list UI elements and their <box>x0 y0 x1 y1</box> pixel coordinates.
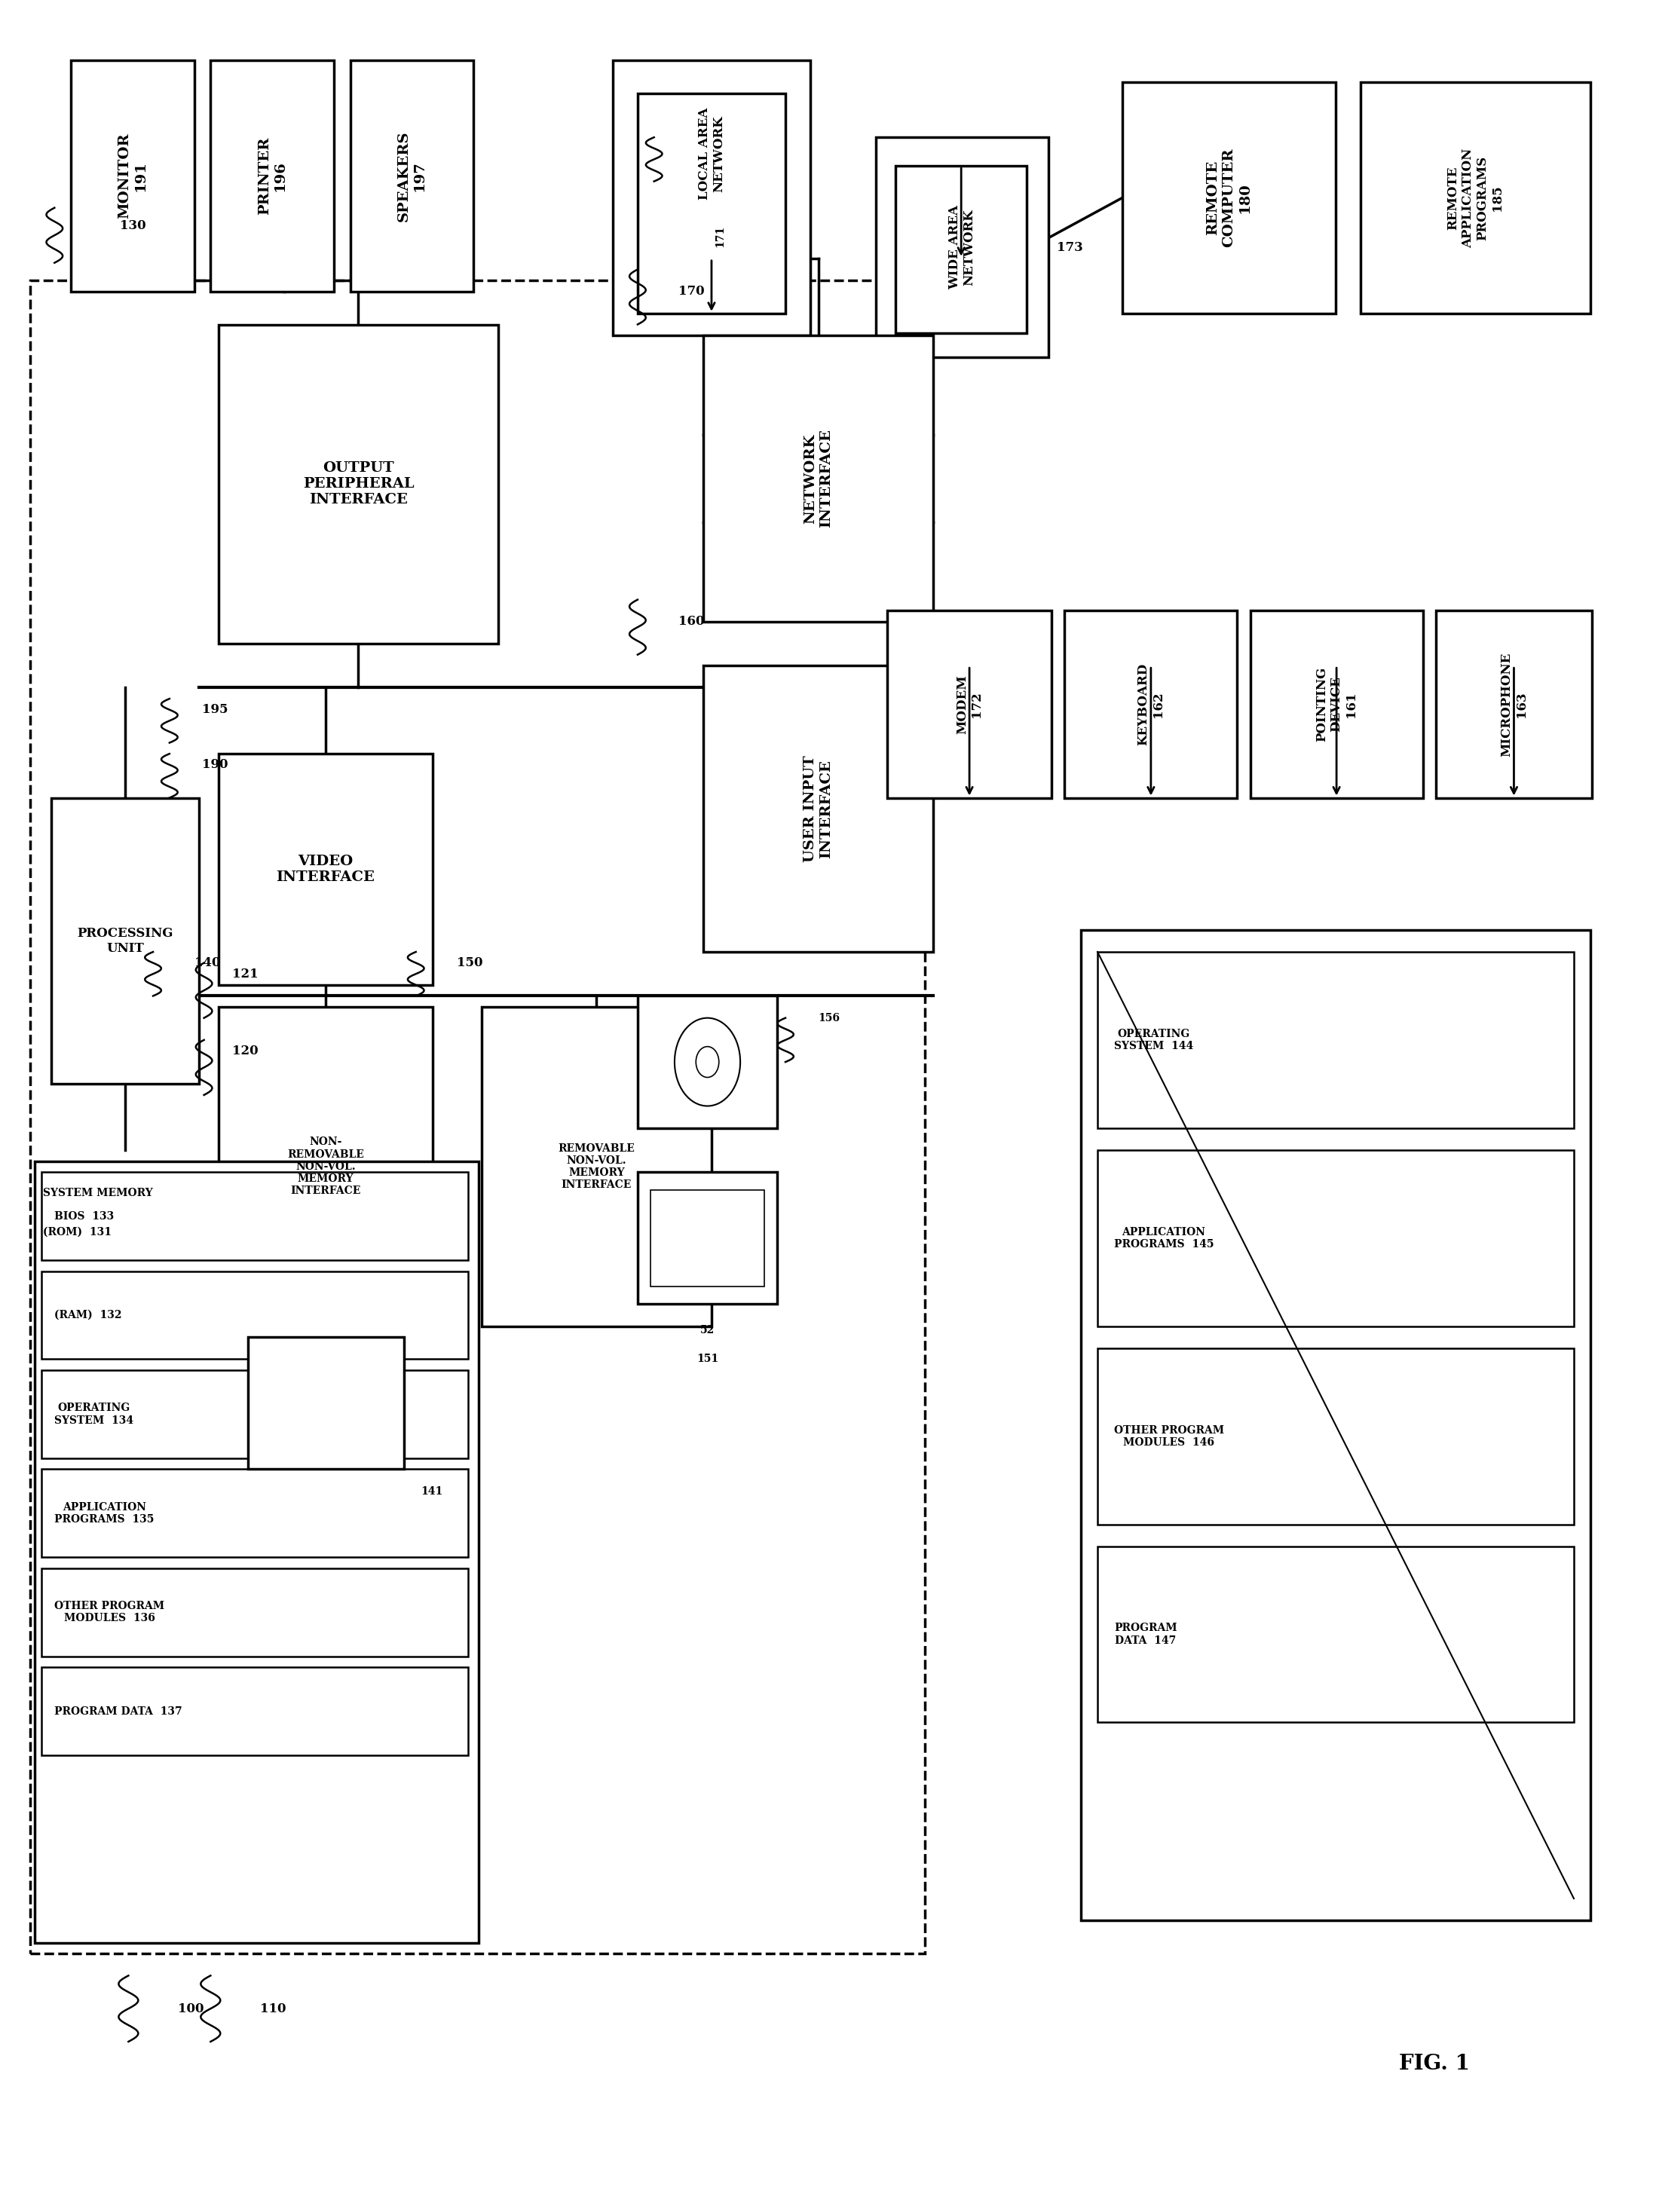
Bar <box>248 1338 405 1469</box>
Text: KEYBOARD
162: KEYBOARD 162 <box>1137 664 1165 745</box>
Text: 120: 120 <box>231 1044 258 1057</box>
Text: APPLICATION
PROGRAMS  135: APPLICATION PROGRAMS 135 <box>55 1502 154 1524</box>
Bar <box>41 1369 468 1458</box>
Text: BIOS  133: BIOS 133 <box>55 1210 114 1221</box>
Bar <box>41 1172 468 1261</box>
Bar <box>1436 611 1592 799</box>
Bar <box>1098 951 1574 1128</box>
Text: APPLICATION
PROGRAMS  145: APPLICATION PROGRAMS 145 <box>1114 1228 1213 1250</box>
Bar <box>613 60 810 336</box>
Bar <box>1250 611 1423 799</box>
Bar <box>1122 82 1336 314</box>
Text: PROGRAM
DATA  147: PROGRAM DATA 147 <box>1114 1624 1177 1646</box>
Text: REMOTE
APPLICATION
PROGRAMS
185: REMOTE APPLICATION PROGRAMS 185 <box>1446 148 1504 248</box>
Bar <box>481 1006 711 1327</box>
Text: MICROPHONE
163: MICROPHONE 163 <box>1501 653 1527 757</box>
Text: 156: 156 <box>818 1013 840 1024</box>
Bar <box>703 666 934 951</box>
Bar <box>218 325 498 644</box>
Text: 150: 150 <box>456 956 483 969</box>
Text: 170: 170 <box>679 285 704 299</box>
Text: 52: 52 <box>701 1325 714 1336</box>
Bar <box>638 1172 777 1305</box>
Text: 160: 160 <box>679 615 704 628</box>
Bar <box>210 60 334 292</box>
Text: FIG. 1: FIG. 1 <box>1398 2053 1470 2075</box>
Text: 110: 110 <box>260 2002 286 2015</box>
Text: PRINTER
196: PRINTER 196 <box>258 137 286 215</box>
Bar <box>41 1272 468 1358</box>
Bar <box>41 1568 468 1657</box>
Bar <box>51 799 198 1084</box>
Bar <box>1081 929 1590 1920</box>
Text: 100: 100 <box>179 2002 203 2015</box>
Bar <box>1098 1347 1574 1524</box>
Text: 121: 121 <box>231 967 258 980</box>
Text: MONITOR
191: MONITOR 191 <box>117 133 147 219</box>
Bar <box>41 1469 468 1557</box>
Text: 171: 171 <box>714 226 726 248</box>
Bar <box>888 611 1051 799</box>
Text: LOCAL AREA
NETWORK: LOCAL AREA NETWORK <box>698 108 726 199</box>
Text: 151: 151 <box>696 1354 719 1365</box>
Bar <box>35 1161 478 1942</box>
Text: MODEM
172: MODEM 172 <box>955 675 984 734</box>
Bar <box>218 1006 433 1327</box>
Bar <box>350 60 473 292</box>
Text: NETWORK
INTERFACE: NETWORK INTERFACE <box>803 429 833 529</box>
Bar <box>703 336 934 622</box>
Bar <box>1098 1546 1574 1723</box>
Text: WIDE AREA
NETWORK: WIDE AREA NETWORK <box>949 206 975 290</box>
Text: 195: 195 <box>202 703 228 717</box>
Bar <box>71 60 193 292</box>
Text: NON-
REMOVABLE
NON-VOL.
MEMORY
INTERFACE: NON- REMOVABLE NON-VOL. MEMORY INTERFACE <box>288 1137 364 1197</box>
Bar <box>218 754 433 984</box>
Bar <box>30 281 926 1953</box>
Text: USER INPUT
INTERFACE: USER INPUT INTERFACE <box>803 754 833 863</box>
Text: 141: 141 <box>422 1486 443 1498</box>
Text: 130: 130 <box>121 219 147 232</box>
Text: 173: 173 <box>1056 241 1083 254</box>
Text: OPERATING
SYSTEM  144: OPERATING SYSTEM 144 <box>1114 1029 1193 1051</box>
Text: (ROM)  131: (ROM) 131 <box>43 1228 112 1239</box>
Text: REMOTE
COMPUTER
180: REMOTE COMPUTER 180 <box>1207 148 1251 248</box>
Text: (RAM)  132: (RAM) 132 <box>55 1310 122 1321</box>
Bar <box>1065 611 1236 799</box>
Text: OTHER PROGRAM
MODULES  136: OTHER PROGRAM MODULES 136 <box>55 1601 165 1624</box>
Text: POINTING
DEVICE
161: POINTING DEVICE 161 <box>1316 666 1357 741</box>
Text: OTHER PROGRAM
MODULES  146: OTHER PROGRAM MODULES 146 <box>1114 1425 1225 1447</box>
Text: REMOVABLE
NON-VOL.
MEMORY
INTERFACE: REMOVABLE NON-VOL. MEMORY INTERFACE <box>559 1144 635 1190</box>
Bar <box>651 1190 764 1287</box>
Text: VIDEO
INTERFACE: VIDEO INTERFACE <box>276 854 375 885</box>
Bar <box>638 93 785 314</box>
Bar <box>1360 82 1590 314</box>
Text: SYSTEM MEMORY: SYSTEM MEMORY <box>43 1188 152 1199</box>
Bar <box>41 1668 468 1756</box>
Bar <box>1098 1150 1574 1327</box>
Text: OPERATING
SYSTEM  134: OPERATING SYSTEM 134 <box>55 1402 134 1425</box>
Bar <box>896 166 1027 334</box>
Text: OUTPUT
PERIPHERAL
INTERFACE: OUTPUT PERIPHERAL INTERFACE <box>302 462 413 507</box>
Bar <box>638 995 777 1128</box>
Text: PROGRAM DATA  137: PROGRAM DATA 137 <box>55 1705 182 1717</box>
Text: 140: 140 <box>193 956 220 969</box>
Bar <box>876 137 1048 358</box>
Text: SPEAKERS
197: SPEAKERS 197 <box>397 131 426 221</box>
Text: PROCESSING
UNIT: PROCESSING UNIT <box>78 927 174 956</box>
Text: 190: 190 <box>202 759 228 772</box>
